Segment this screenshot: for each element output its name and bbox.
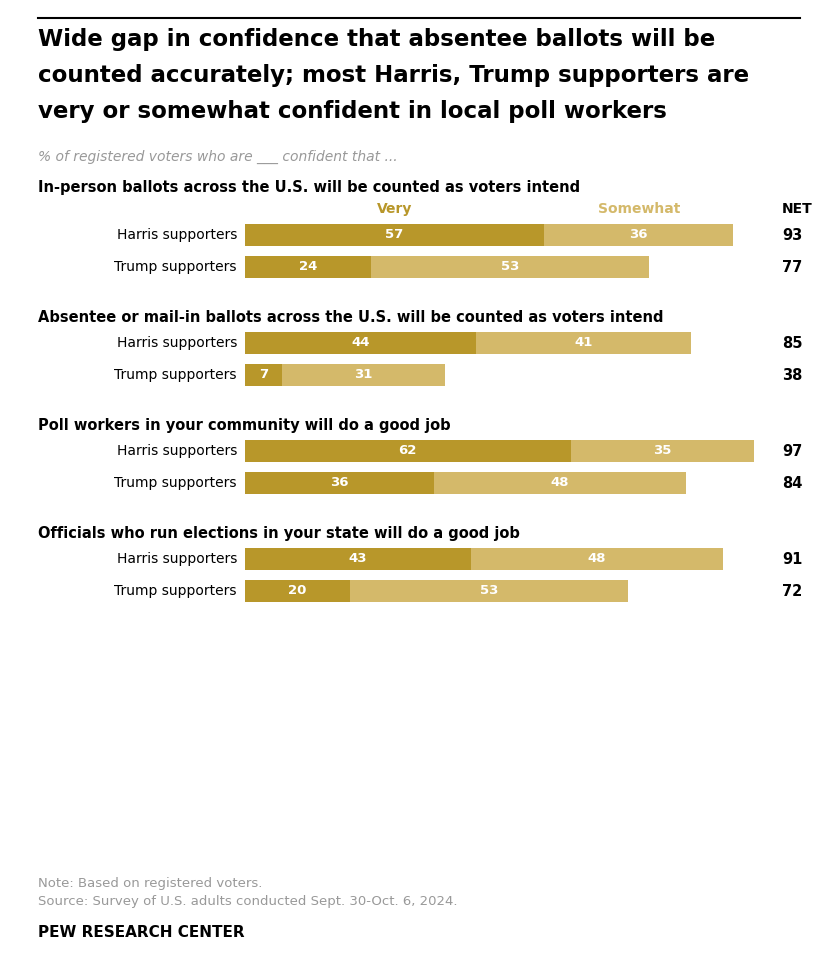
- Text: 24: 24: [299, 260, 318, 274]
- Text: Harris supporters: Harris supporters: [117, 228, 237, 242]
- Text: Officials who run elections in your state will do a good job: Officials who run elections in your stat…: [38, 526, 520, 541]
- Text: 97: 97: [782, 444, 802, 459]
- Text: counted accurately; most Harris, Trump supporters are: counted accurately; most Harris, Trump s…: [38, 64, 749, 87]
- Text: 48: 48: [587, 553, 606, 565]
- Bar: [245, 224, 544, 246]
- Text: Trump supporters: Trump supporters: [114, 476, 237, 490]
- Text: 36: 36: [330, 476, 349, 490]
- Text: Harris supporters: Harris supporters: [117, 552, 237, 566]
- Text: Harris supporters: Harris supporters: [117, 336, 237, 350]
- Text: Trump supporters: Trump supporters: [114, 584, 237, 598]
- Text: Absentee or mail-in ballots across the U.S. will be counted as voters intend: Absentee or mail-in ballots across the U…: [38, 310, 664, 325]
- Text: Trump supporters: Trump supporters: [114, 260, 237, 274]
- Text: 48: 48: [551, 476, 570, 490]
- Text: very or somewhat confident in local poll workers: very or somewhat confident in local poll…: [38, 100, 667, 123]
- Text: 93: 93: [782, 228, 802, 243]
- Text: Somewhat: Somewhat: [597, 202, 680, 216]
- Bar: [281, 364, 444, 386]
- Text: Note: Based on registered voters.: Note: Based on registered voters.: [38, 877, 262, 890]
- Text: Source: Survey of U.S. adults conducted Sept. 30-Oct. 6, 2024.: Source: Survey of U.S. adults conducted …: [38, 895, 458, 908]
- Text: Harris supporters: Harris supporters: [117, 444, 237, 458]
- Text: 43: 43: [349, 553, 367, 565]
- Bar: [470, 548, 722, 570]
- Text: 31: 31: [354, 369, 372, 381]
- Text: Wide gap in confidence that absentee ballots will be: Wide gap in confidence that absentee bal…: [38, 28, 715, 51]
- Text: 53: 53: [501, 260, 519, 274]
- Bar: [245, 332, 476, 354]
- Text: 84: 84: [782, 475, 802, 491]
- Text: 62: 62: [398, 444, 417, 458]
- Text: 91: 91: [782, 551, 802, 566]
- Text: 57: 57: [386, 228, 404, 242]
- Text: 44: 44: [351, 337, 370, 349]
- Bar: [350, 580, 628, 602]
- Text: 38: 38: [782, 368, 802, 382]
- Bar: [245, 364, 281, 386]
- Text: Trump supporters: Trump supporters: [114, 368, 237, 382]
- Bar: [245, 440, 570, 462]
- Bar: [245, 472, 434, 494]
- Text: 41: 41: [575, 337, 593, 349]
- Bar: [570, 440, 754, 462]
- Text: Poll workers in your community will do a good job: Poll workers in your community will do a…: [38, 418, 450, 433]
- Text: Very: Very: [377, 202, 412, 216]
- Text: 36: 36: [629, 228, 648, 242]
- Bar: [434, 472, 686, 494]
- Text: 72: 72: [782, 584, 802, 598]
- Text: 7: 7: [259, 369, 268, 381]
- Bar: [544, 224, 733, 246]
- Text: 77: 77: [782, 259, 802, 275]
- Bar: [245, 256, 371, 278]
- Bar: [476, 332, 691, 354]
- Text: PEW RESEARCH CENTER: PEW RESEARCH CENTER: [38, 925, 244, 940]
- Text: 53: 53: [480, 585, 498, 597]
- Text: 20: 20: [288, 585, 307, 597]
- Text: 85: 85: [782, 335, 802, 350]
- Text: % of registered voters who are ___ confident that ...: % of registered voters who are ___ confi…: [38, 150, 397, 164]
- Bar: [371, 256, 649, 278]
- Bar: [245, 548, 470, 570]
- Bar: [245, 580, 350, 602]
- Text: NET: NET: [782, 202, 813, 216]
- Text: 35: 35: [654, 444, 671, 458]
- Text: In-person ballots across the U.S. will be counted as voters intend: In-person ballots across the U.S. will b…: [38, 180, 580, 195]
